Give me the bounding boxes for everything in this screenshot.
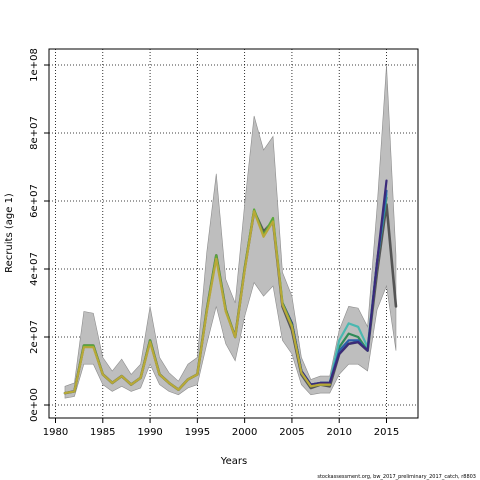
y-tick-label: 6e+07 [29, 184, 40, 218]
x-tick-label: 2015 [374, 427, 399, 438]
series-layer [63, 179, 398, 395]
y-tick-label: 8e+07 [29, 116, 40, 150]
confidence-band-layer [64, 64, 397, 399]
x-tick-label: 1980 [43, 427, 68, 438]
x-tick-label: 2000 [232, 427, 257, 438]
x-tick-label: 1995 [185, 427, 210, 438]
x-tick-label: 2010 [326, 427, 351, 438]
x-axis-title: Years [220, 456, 247, 467]
confidence-band [64, 64, 397, 399]
y-tick-label: 0e+00 [29, 388, 40, 422]
y-axis: 0e+00 2e+07 4e+07 6e+07 8e+07 1e+08 [29, 48, 49, 422]
y-tick-label: 2e+07 [29, 320, 40, 354]
footnote: stockassessment.org, bw_2017_preliminary… [317, 474, 476, 480]
x-axis: 1980 1985 1990 1995 2000 2005 2010 2015 [43, 418, 399, 438]
y-tick-label: 4e+07 [29, 252, 40, 286]
x-tick-label: 2005 [279, 427, 304, 438]
y-tick-label: 1e+08 [29, 48, 40, 82]
series-line-7 [63, 210, 331, 395]
plot-border [48, 48, 419, 419]
x-tick-label: 1985 [90, 427, 115, 438]
x-tick-label: 1990 [137, 427, 162, 438]
plot-frame [48, 48, 419, 419]
y-axis-title: Recruits (age 1) [4, 193, 15, 273]
